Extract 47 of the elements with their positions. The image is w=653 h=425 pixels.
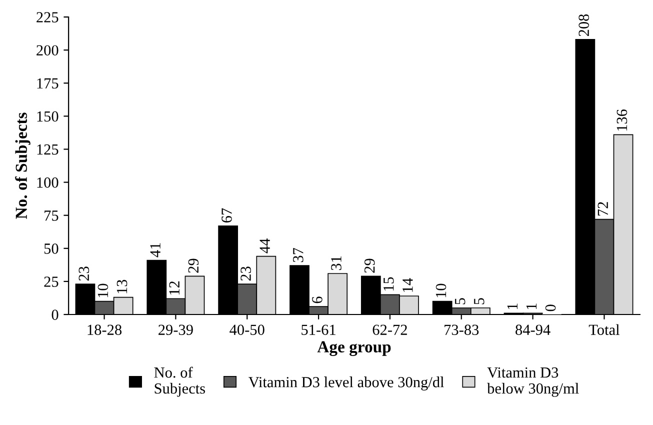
data-label: 10 xyxy=(436,284,446,298)
x-tick-label: Total xyxy=(588,324,620,335)
x-tick-label: 18-28 xyxy=(88,324,122,335)
x-axis-title: Age group xyxy=(317,341,391,356)
data-label: 0 xyxy=(545,304,556,312)
data-label: 136 xyxy=(616,109,628,131)
y-tick-label: 25 xyxy=(44,276,58,287)
y-tick-label: 100 xyxy=(37,177,58,188)
data-label: 23 xyxy=(78,266,90,281)
legend-label: No. of Subjects xyxy=(154,366,206,397)
data-label: 1 xyxy=(526,304,536,310)
y-axis-title: No. of Subjects xyxy=(15,112,30,219)
y-tick-label: 0 xyxy=(52,310,58,320)
data-label: 14 xyxy=(402,278,413,292)
y-tick-label: 175 xyxy=(37,78,58,89)
y-tick-label: 125 xyxy=(37,144,58,155)
y-tick-label: 75 xyxy=(44,210,58,221)
data-label: 72 xyxy=(598,202,608,216)
data-label: 1 xyxy=(507,304,518,310)
data-label: 37 xyxy=(293,248,304,262)
data-label: 13 xyxy=(116,280,128,294)
x-tick-label: 40-50 xyxy=(230,324,264,335)
data-label: 44 xyxy=(260,238,270,254)
data-label: 6 xyxy=(312,296,322,304)
data-label: 208 xyxy=(578,14,590,36)
x-tick-label: 84-94 xyxy=(516,324,550,335)
data-label: 41 xyxy=(150,243,160,258)
data-label: 12 xyxy=(169,281,180,295)
data-label: 23 xyxy=(240,266,251,281)
data-label: 5 xyxy=(455,298,466,304)
data-label: 15 xyxy=(384,277,394,291)
x-tick-label: 29-39 xyxy=(158,324,193,335)
data-label: 5 xyxy=(474,298,484,304)
data-label: 10 xyxy=(98,284,108,298)
data-label: 29 xyxy=(188,258,199,273)
data-label: 67 xyxy=(222,208,232,222)
y-tick-label: 200 xyxy=(36,45,58,56)
y-tick-label: 50 xyxy=(44,244,58,254)
x-tick-label: 73-83 xyxy=(444,324,479,335)
x-tick-label: 51-61 xyxy=(302,324,336,335)
x-tick-label: 62-72 xyxy=(372,324,407,335)
legend-label: Vitamin D3 level above 30ng/dl xyxy=(248,376,444,390)
y-tick-label: 225 xyxy=(36,12,58,22)
legend-label: Vitamin D3 below 30ng/ml xyxy=(487,367,579,397)
data-label: 29 xyxy=(364,258,375,273)
data-label: 31 xyxy=(331,256,342,270)
y-tick-label: 150 xyxy=(37,111,58,122)
